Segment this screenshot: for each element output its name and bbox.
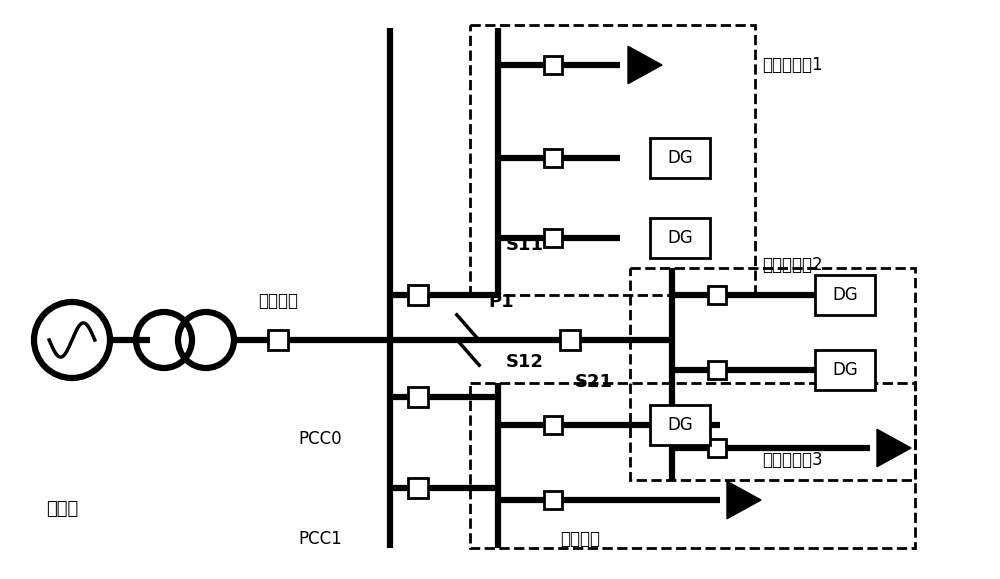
Bar xyxy=(708,286,726,304)
Text: 微电网分区2: 微电网分区2 xyxy=(762,256,823,274)
Text: 出线开关: 出线开关 xyxy=(258,292,298,310)
Bar xyxy=(815,275,875,315)
Text: DG: DG xyxy=(667,149,693,167)
Bar xyxy=(470,383,915,548)
Bar xyxy=(650,218,710,258)
Text: 配电网: 配电网 xyxy=(46,500,78,518)
Text: PCC0: PCC0 xyxy=(298,430,342,448)
Bar xyxy=(544,229,562,247)
Bar xyxy=(408,387,428,407)
Text: 微电网分区1: 微电网分区1 xyxy=(762,56,823,74)
Bar xyxy=(408,478,428,498)
Polygon shape xyxy=(628,46,662,84)
Bar xyxy=(708,361,726,379)
Bar xyxy=(544,56,562,74)
Bar xyxy=(544,491,562,509)
Bar xyxy=(544,416,562,434)
Text: S21: S21 xyxy=(575,373,613,391)
Text: DG: DG xyxy=(832,286,858,304)
Bar xyxy=(708,439,726,457)
Bar xyxy=(408,285,428,305)
Text: DG: DG xyxy=(667,416,693,434)
Bar xyxy=(650,138,710,178)
Text: P1: P1 xyxy=(488,293,514,311)
Bar xyxy=(815,350,875,390)
Text: S12: S12 xyxy=(506,353,544,371)
Bar xyxy=(544,149,562,167)
Bar xyxy=(560,330,580,350)
Polygon shape xyxy=(877,429,911,467)
Text: S11: S11 xyxy=(506,236,544,254)
Bar xyxy=(470,25,755,295)
Bar xyxy=(630,268,915,480)
Text: 微电网分区3: 微电网分区3 xyxy=(762,451,823,469)
Bar xyxy=(268,330,288,350)
Text: PCC1: PCC1 xyxy=(298,530,342,548)
Bar xyxy=(650,405,710,445)
Text: DG: DG xyxy=(667,229,693,247)
Text: DG: DG xyxy=(832,361,858,379)
Polygon shape xyxy=(727,481,761,519)
Text: 馈线开关: 馈线开关 xyxy=(560,530,600,548)
